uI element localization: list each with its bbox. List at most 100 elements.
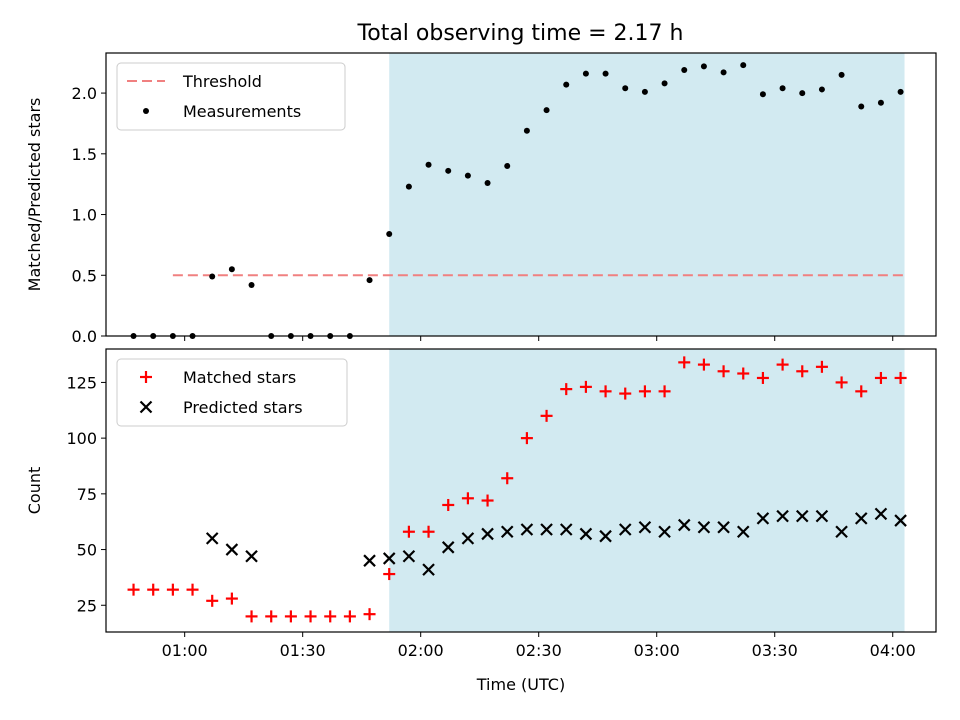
matched-star-point [186, 583, 199, 596]
predicted-star-point [677, 518, 691, 532]
matched-star-point [206, 594, 219, 607]
matched-star-point [560, 383, 573, 396]
predicted-star-point [717, 520, 730, 534]
legend-label: Matched stars [183, 368, 296, 387]
measurement-point [759, 91, 766, 98]
matched-star-point [166, 583, 179, 596]
predicted-star-mark [559, 523, 573, 536]
matched-star-point [796, 365, 809, 378]
y-tick-label: 2.0 [72, 84, 97, 103]
predicted-star-point [618, 523, 632, 536]
predicted-star-mark [205, 532, 219, 545]
x-tick-label: 03:30 [752, 641, 798, 660]
matched-star-point [540, 409, 553, 422]
matched-star-point [815, 360, 828, 373]
matched-star-point [127, 583, 140, 596]
matched-star-point [461, 492, 474, 505]
axes-frame [105, 52, 937, 337]
predicted-star-mark [756, 512, 770, 525]
matched-star-point [324, 610, 337, 623]
legend-box [116, 62, 346, 131]
matched-star-point [658, 385, 671, 398]
predicted-star-point [559, 523, 573, 536]
predicted-star-point [776, 509, 789, 523]
predicted-star-point [795, 509, 809, 523]
measurement-point [720, 69, 727, 76]
y-tick-label: 1.0 [72, 206, 97, 225]
matched-star-point [245, 610, 258, 623]
predicted-star-point [205, 532, 219, 545]
matched-star-point [619, 387, 632, 400]
measurement-point [858, 103, 865, 110]
predicted-star-point [461, 532, 475, 545]
matched-star-point [265, 610, 278, 623]
measurement-point [248, 281, 255, 288]
measurement-point [877, 99, 884, 106]
y-tick-label: 0.0 [72, 327, 97, 346]
legend: Threshold Measurements [116, 62, 346, 131]
x-tick-label: 01:00 [162, 641, 208, 660]
x-tick-label: 02:00 [398, 641, 444, 660]
y-tick-label: 50 [77, 541, 97, 560]
measurement-point [523, 127, 530, 134]
measurement-point [484, 179, 491, 186]
matched-star-point [717, 365, 730, 378]
predicted-star-mark [225, 543, 239, 556]
measurement-point [209, 273, 216, 280]
matched-star-point [678, 356, 691, 369]
matched-star-point [894, 371, 907, 384]
y-tick-label: 100 [66, 429, 97, 448]
measurement-point [838, 71, 845, 78]
measurement-point [740, 62, 747, 69]
x-axis-label: Time (UTC) [476, 675, 565, 694]
predicted-star-mark [815, 509, 829, 523]
predicted-star-mark [579, 527, 593, 541]
predicted-star-point [658, 525, 671, 539]
predicted-star-point [422, 563, 435, 576]
matched-star-point [737, 367, 750, 380]
predicted-star-point [540, 523, 553, 536]
predicted-star-point [835, 525, 848, 539]
legend-measurement-swatch [143, 108, 149, 114]
count-panel: 25 50 75 100 125 01:00 01:30 02:00 02:30 03:00 03:… [25, 348, 937, 694]
predicted-star-point [402, 549, 416, 563]
predicted-star-mark [835, 525, 848, 539]
predicted-star-point [520, 523, 534, 536]
predicted-star-point [481, 527, 494, 541]
predicted-star-mark [481, 527, 494, 541]
chart-title: Total observing time = 2.17 h [357, 21, 684, 46]
predicted-star-point [874, 507, 888, 521]
measurement-point [543, 107, 550, 114]
measurement-point [779, 85, 786, 92]
predicted-star-mark [402, 549, 416, 563]
x-tick-label: 01:30 [280, 641, 326, 660]
y-tick-label: 0.5 [72, 266, 97, 285]
y-tick-label: 1.5 [72, 145, 97, 164]
axes-frame [105, 348, 937, 633]
predicted-star-point [363, 554, 376, 567]
matched-star-point [776, 358, 789, 371]
matched-star-point [402, 525, 415, 538]
y-axis-label: Count [25, 467, 44, 515]
matched-star-point [284, 610, 297, 623]
predicted-star-mark [677, 518, 691, 532]
matched-star-point [599, 385, 612, 398]
measurement-point [661, 80, 668, 87]
predicted-star-mark [500, 525, 514, 539]
measurement-point [582, 70, 589, 77]
measurement-point [425, 161, 432, 168]
legend-label: Threshold [182, 72, 262, 91]
measurement-point [445, 167, 452, 174]
predicted-star-mark [245, 549, 258, 563]
measurement-point [622, 85, 629, 92]
matched-star-point [225, 592, 238, 605]
predicted-star-mark [638, 520, 652, 534]
matched-star-point [638, 385, 651, 398]
measurement-point [366, 277, 373, 284]
measurement-point [405, 183, 412, 190]
y-tick-label: 125 [66, 373, 97, 392]
predicted-star-mark [599, 529, 612, 543]
measurement-point [563, 81, 570, 88]
matched-star-point [304, 610, 317, 623]
predicted-star-mark [736, 525, 750, 539]
